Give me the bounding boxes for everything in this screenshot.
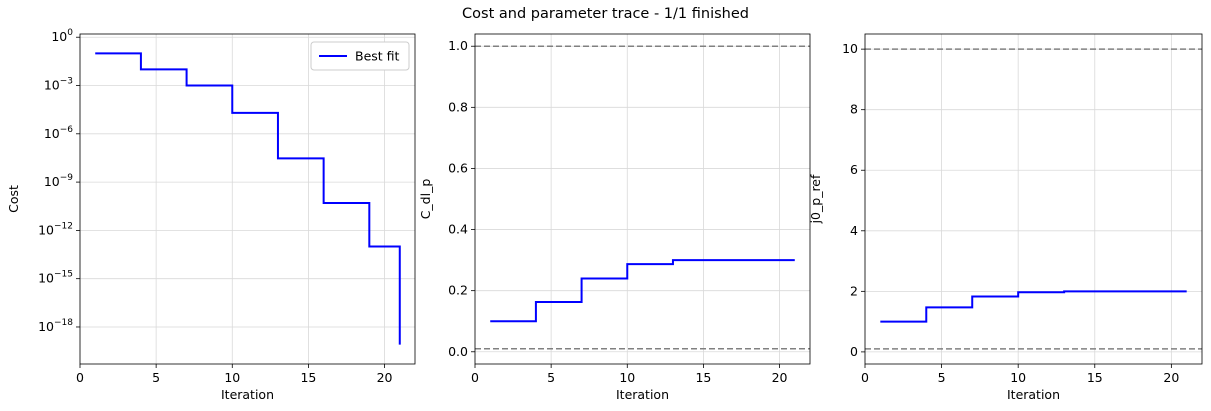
y-tick-label: 10−12: [38, 221, 73, 237]
series-line: [490, 259, 795, 323]
y-tick-label: 10−3: [44, 77, 73, 93]
y-tick-label: 2: [850, 283, 858, 298]
panel-1: 0 5 10 15 20 100 10−3 10−6 10−9 10−12 10−15 10−18 It…: [6, 28, 416, 402]
y-tick-label: 8: [850, 102, 858, 117]
y-tick-label: 10: [842, 41, 858, 56]
x-tick-label: 10: [1010, 370, 1026, 385]
y-tick-label: 10−6: [44, 125, 73, 141]
y-tick-label: 4: [850, 223, 858, 238]
y-tick-label: 100: [51, 28, 73, 44]
legend: Best fit: [310, 41, 410, 71]
x-tick-label: 5: [152, 370, 160, 385]
legend-box: [310, 41, 410, 71]
x-tick-label: 0: [76, 370, 84, 385]
x-axis-label: Iteration: [616, 387, 669, 402]
x-tick-label: 20: [772, 370, 788, 385]
y-tick-label: 0.6: [448, 160, 468, 175]
y-tick-label: 6: [850, 162, 858, 177]
x-tick-label: 5: [938, 370, 946, 385]
legend-label: Best fit: [355, 49, 400, 64]
x-tick-label: 10: [619, 370, 635, 385]
y-tick-label: 0.4: [448, 222, 468, 237]
axes-frame: [864, 33, 1203, 365]
axes-frame: [474, 33, 811, 365]
x-tick-label: 15: [695, 370, 711, 385]
figure-title: Cost and parameter trace - 1/1 finished: [462, 6, 749, 22]
x-axis-label: Iteration: [1007, 387, 1060, 402]
axes-frame: [79, 33, 416, 365]
y-tick-label: 0.8: [448, 99, 468, 114]
x-tick-label: 0: [861, 370, 869, 385]
series-line: [880, 290, 1187, 323]
y-tick-label: 0.2: [448, 283, 468, 298]
y-tick-label: 0: [850, 344, 858, 359]
x-tick-label: 5: [547, 370, 555, 385]
y-tick-label: 10−15: [38, 270, 73, 286]
x-tick-label: 15: [1087, 370, 1103, 385]
x-tick-label: 0: [471, 370, 479, 385]
y-tick-label: 10−9: [44, 173, 73, 189]
x-tick-label: 20: [1163, 370, 1179, 385]
panel-2: 0 5 10 15 20 0.0 0.2 0.4 0.6 0.8 1.0 Iteration C_dl_…: [418, 33, 811, 402]
x-tick-label: 10: [224, 370, 240, 385]
y-tick-label: 10−18: [38, 318, 73, 334]
x-tick-label: 20: [377, 370, 393, 385]
y-axis-label: j0_p_ref: [808, 174, 823, 224]
x-tick-label: 15: [300, 370, 316, 385]
y-tick-label: 0.0: [448, 344, 468, 359]
panel-3: 0 5 10 15 20 0 2 4 6 8 10 Iteration j0_p_ref: [808, 33, 1203, 402]
y-axis-label: Cost: [6, 185, 21, 213]
y-axis-label: C_dl_p: [418, 179, 433, 220]
y-tick-label: 1.0: [448, 38, 468, 53]
series-line: [95, 52, 401, 345]
x-axis-label: Iteration: [221, 387, 274, 402]
